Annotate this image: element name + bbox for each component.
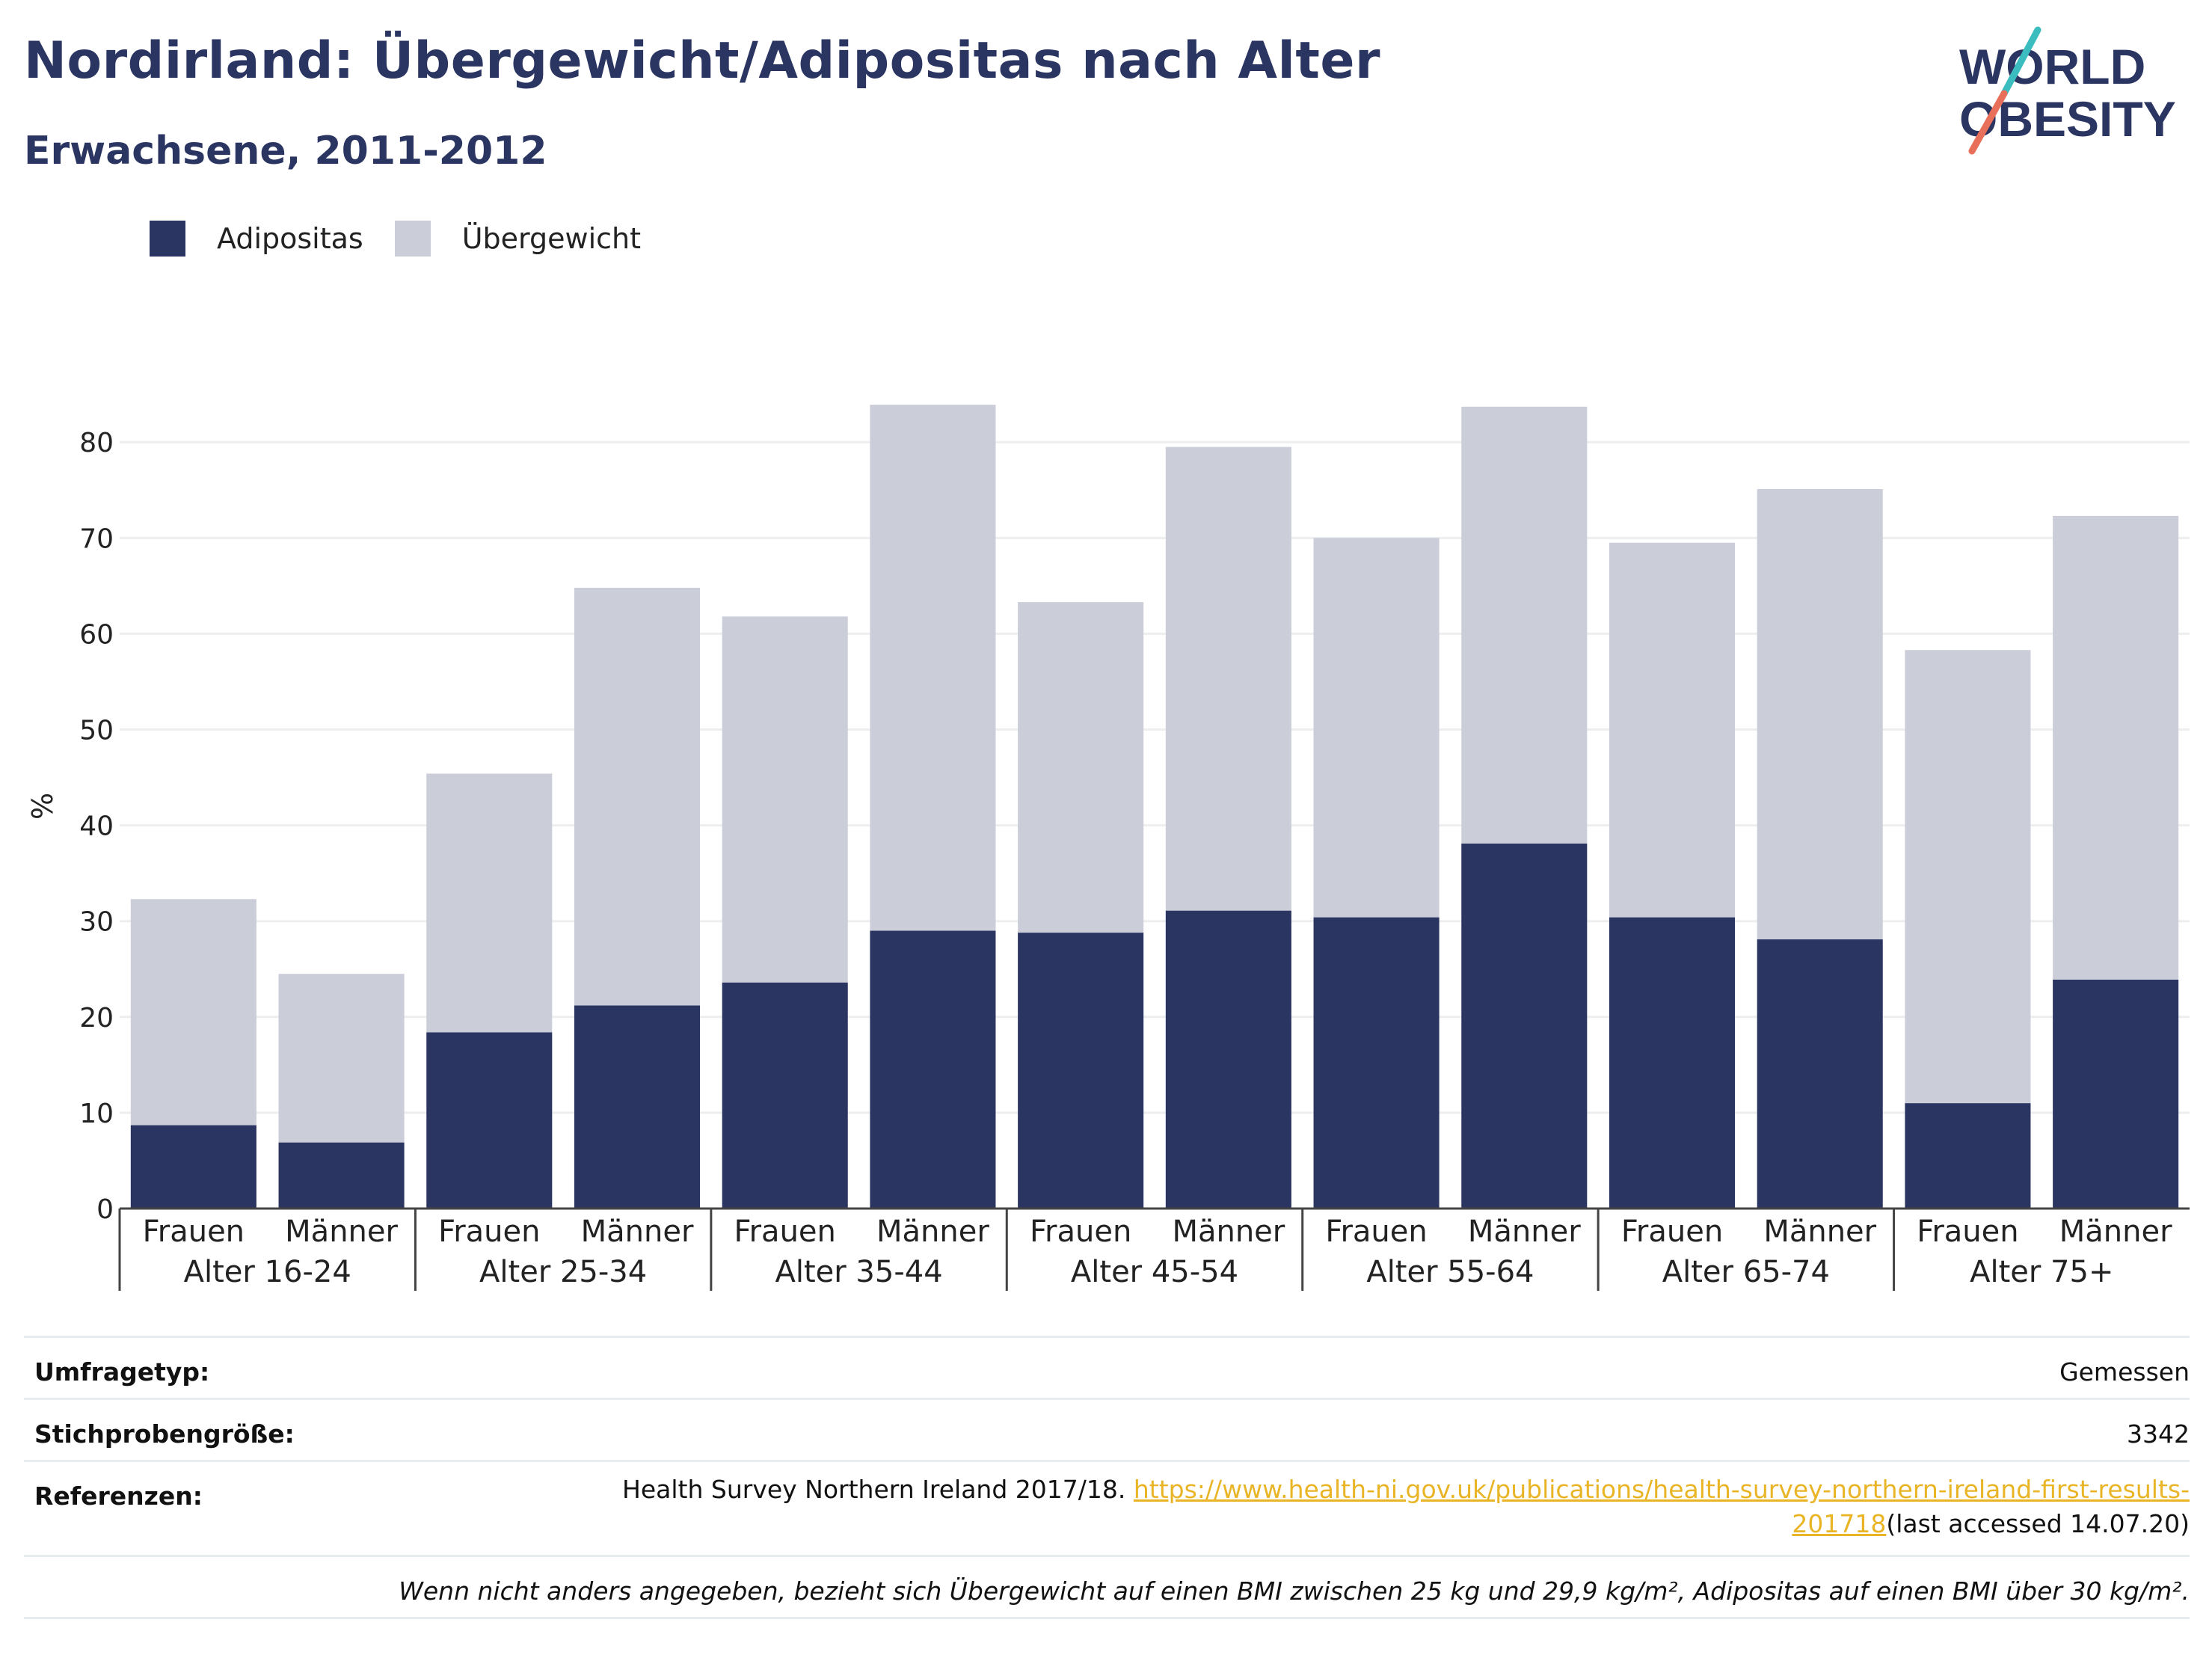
x-subcategory-label: Männer [2059, 1215, 2172, 1249]
y-tick-label: 50 [79, 716, 114, 746]
logo-slash-bottom [1968, 90, 2008, 155]
sample-size-value: 3342 [2127, 1419, 2190, 1449]
x-subcategory-label: Männer [1172, 1215, 1285, 1249]
x-subcategory-label: Männer [876, 1215, 989, 1249]
y-tick-label: 10 [79, 1099, 114, 1129]
bar-chart: 0 10 20 30 40 50 60 70 80% Frauen Männer Frauen Männ… [26, 405, 2190, 1291]
legend-swatch-adipositas [150, 221, 185, 257]
logo-slash-top [2000, 26, 2042, 97]
x-subcategory-label: Männer [1763, 1215, 1876, 1249]
legend-item-uebergewicht: Übergewicht [394, 221, 641, 257]
bar-adipositas-5 [870, 930, 996, 1209]
bar-uebergewicht-8 [1313, 538, 1440, 918]
bar-uebergewicht-11 [1757, 489, 1883, 940]
bar-uebergewicht-3 [574, 587, 701, 1006]
y-tick-label: 40 [79, 811, 114, 842]
bar-adipositas-7 [1165, 910, 1291, 1209]
bar-uebergewicht-6 [1018, 602, 1144, 933]
x-group-label: Alter 35-44 [775, 1255, 942, 1289]
y-tick-label: 70 [79, 523, 114, 554]
info-row-survey-type: Umfragetyp: Gemessen [24, 1336, 2190, 1398]
sample-size-label: Stichprobengröße: [34, 1419, 295, 1449]
legend: Adipositas Übergewicht [150, 221, 672, 257]
bar-adipositas-12 [1905, 1103, 2031, 1209]
bar-uebergewicht-5 [870, 405, 996, 931]
bar-adipositas-4 [722, 982, 848, 1209]
y-tick-label: 0 [96, 1194, 114, 1225]
y-axis-label: % [26, 793, 59, 820]
footnote: Wenn nicht anders angegeben, bezieht sic… [399, 1576, 2190, 1606]
x-subcategory-label: Frauen [734, 1215, 836, 1249]
bar-uebergewicht-7 [1165, 446, 1291, 911]
x-group-label: Alter 45-54 [1071, 1255, 1238, 1289]
x-subcategory-label: Frauen [1621, 1215, 1723, 1249]
y-tick-label: 20 [79, 1003, 114, 1034]
y-tick-label: 80 [79, 428, 114, 458]
logo-line1: WORLD [1959, 39, 2145, 94]
references-link-cont[interactable]: 201718 [1792, 1509, 1887, 1538]
bar-uebergewicht-13 [2053, 515, 2179, 980]
bar-adipositas-8 [1313, 917, 1440, 1209]
x-group-label: Alter 75+ [1970, 1255, 2113, 1289]
chart-title: Nordirland: Übergewicht/Adipositas nach … [24, 31, 1380, 90]
legend-swatch-uebergewicht [394, 221, 431, 257]
x-subcategory-label: Frauen [1917, 1215, 2018, 1249]
bar-uebergewicht-10 [1609, 542, 1736, 918]
info-row-note: Wenn nicht anders angegeben, bezieht sic… [24, 1555, 2190, 1619]
x-group-label: Alter 25-34 [479, 1255, 647, 1289]
bar-adipositas-1 [278, 1142, 405, 1209]
x-subcategory-label: Männer [581, 1215, 694, 1249]
chart-subtitle: Erwachsene, 2011-2012 [24, 129, 547, 174]
bar-uebergewicht-4 [722, 616, 848, 983]
references-text: Health Survey Northern Ireland 2017/18. [622, 1475, 1134, 1504]
x-subcategory-label: Frauen [143, 1215, 245, 1249]
references-value: Health Survey Northern Ireland 2017/18. … [622, 1462, 2190, 1555]
legend-label-uebergewicht: Übergewicht [461, 222, 641, 255]
bar-adipositas-9 [1461, 843, 1588, 1209]
bar-adipositas-0 [130, 1125, 256, 1209]
y-tick-label: 60 [79, 619, 114, 650]
bar-adipositas-6 [1018, 933, 1144, 1209]
x-subcategory-label: Frauen [1030, 1215, 1131, 1249]
x-subcategory-label: Männer [285, 1215, 398, 1249]
logo-line2: OBESITY [1959, 91, 2176, 147]
bar-adipositas-11 [1757, 939, 1883, 1209]
y-tick-label: 30 [79, 907, 114, 938]
world-obesity-logo: WORLD OBESITY [1959, 26, 2176, 155]
bar-uebergewicht-2 [426, 773, 553, 1033]
bar-adipositas-3 [574, 1005, 701, 1209]
x-subcategory-label: Frauen [438, 1215, 540, 1249]
bar-adipositas-2 [426, 1032, 553, 1209]
x-group-label: Alter 16-24 [184, 1255, 351, 1289]
info-row-sample-size: Stichprobengröße: 3342 [24, 1398, 2190, 1460]
bar-uebergewicht-1 [278, 974, 405, 1143]
legend-item-adipositas: Adipositas [150, 221, 363, 257]
bar-uebergewicht-9 [1461, 406, 1588, 844]
bar-adipositas-13 [2053, 979, 2179, 1209]
references-suffix: (last accessed 14.07.20) [1886, 1509, 2190, 1538]
survey-type-label: Umfragetyp: [34, 1357, 210, 1387]
x-group-label: Alter 55-64 [1366, 1255, 1534, 1289]
x-group-label: Alter 65-74 [1662, 1255, 1830, 1289]
info-table: Umfragetyp: Gemessen Stichprobengröße: 3… [24, 1336, 2190, 1619]
x-subcategory-label: Männer [1468, 1215, 1581, 1249]
survey-type-value: Gemessen [2059, 1357, 2190, 1387]
references-link[interactable]: https://www.health-ni.gov.uk/publication… [1133, 1475, 2190, 1504]
x-subcategory-label: Frauen [1325, 1215, 1427, 1249]
bar-uebergewicht-12 [1905, 650, 2031, 1104]
legend-label-adipositas: Adipositas [217, 222, 363, 255]
bar-adipositas-10 [1609, 917, 1736, 1209]
references-label: Referenzen: [34, 1481, 203, 1511]
info-row-references: Referenzen: Health Survey Northern Irela… [24, 1460, 2190, 1555]
bar-uebergewicht-0 [130, 899, 256, 1126]
